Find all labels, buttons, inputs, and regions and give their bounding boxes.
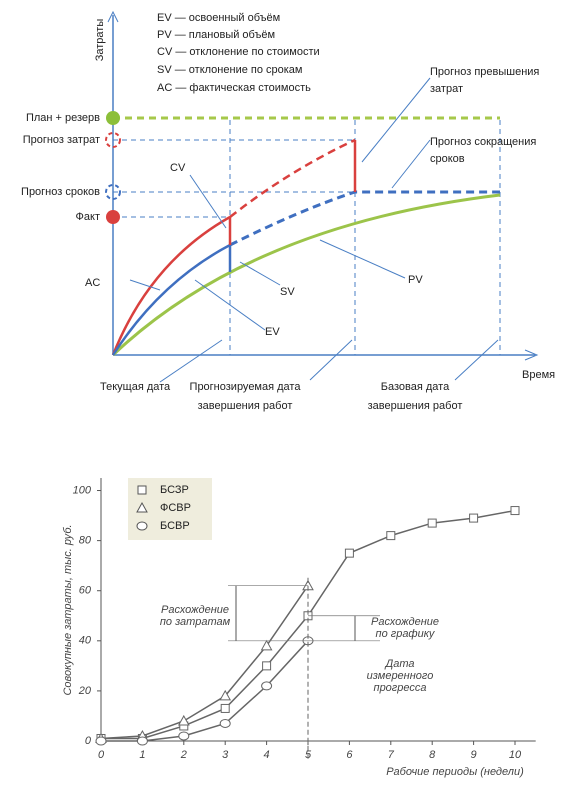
x-axis-label: Рабочие периоды (недели) [386, 766, 524, 778]
annotation: по графику [376, 628, 436, 640]
marker [262, 661, 272, 671]
marker [220, 703, 230, 713]
marker [106, 111, 120, 125]
marker [219, 718, 231, 728]
y-tick-label: 100 [73, 484, 92, 496]
x-tick-label: 1 [139, 749, 145, 761]
annotation: измеренного [367, 670, 434, 682]
level-label: План + резерв [26, 112, 100, 124]
y-tick-label: 80 [79, 535, 92, 547]
marker [260, 639, 273, 651]
legend-text: SV — отклонение по срокам [157, 64, 302, 76]
y-tick-label: 40 [79, 635, 92, 647]
axis-label: Затраты [94, 19, 106, 62]
y-tick-label: 20 [78, 685, 92, 697]
legend-label: ФСВР [160, 502, 191, 514]
x-tick-label: 6 [346, 749, 353, 761]
curve-label: PV [408, 274, 423, 286]
marker [261, 681, 273, 691]
date-label: завершения работ [368, 400, 463, 412]
curve-label: CV [170, 162, 186, 174]
x-tick-label: 4 [264, 749, 270, 761]
x-tick-label: 9 [471, 749, 477, 761]
legend-text: EV — освоенный объём [157, 12, 280, 24]
legend-text: AC — фактическая стоимость [157, 82, 311, 94]
legend-text: PV — плановый объём [157, 29, 275, 41]
y-axis-label: Совокупные затраты, тыс. руб. [62, 524, 74, 695]
x-tick-label: 3 [222, 749, 229, 761]
marker [510, 506, 520, 516]
annotation: Дата [383, 658, 414, 670]
y-tick-label: 60 [79, 585, 92, 597]
ev-curve [111, 243, 231, 356]
date-label: Текущая дата [100, 381, 171, 393]
marker [427, 518, 437, 528]
marker [137, 485, 147, 495]
marker [106, 210, 120, 224]
date-label: завершения работ [198, 400, 293, 412]
marker [136, 501, 148, 513]
marker [469, 513, 479, 523]
callout-text: затрат [430, 83, 463, 95]
marker [386, 531, 396, 541]
diagram: EV — освоенный объём PV — плановый объём… [21, 10, 555, 412]
arrow [107, 10, 119, 23]
series-line [100, 585, 309, 740]
level-label: Прогноз сроков [21, 186, 100, 198]
marker [136, 736, 148, 746]
curve-label: SV [280, 286, 295, 298]
legend-label: БСЗР [160, 484, 189, 496]
marker [95, 736, 107, 746]
curve-label: AC [85, 277, 100, 289]
x-tick-label: 0 [98, 749, 105, 761]
x-tick-label: 8 [429, 749, 436, 761]
marker [219, 689, 232, 701]
annotation: Расхождение [371, 616, 439, 628]
legend-label: БСВР [160, 520, 190, 532]
marker [105, 184, 121, 200]
ac-forecast [229, 138, 356, 218]
x-tick-label: 2 [180, 749, 187, 761]
legend-text: CV — отклонение по стоимости [157, 46, 320, 58]
axis-label: Время [522, 369, 555, 381]
ac-curve [111, 215, 231, 356]
arrow [524, 349, 539, 361]
callout-text: Прогноз превышения [430, 66, 539, 78]
date-label: Базовая дата [381, 381, 450, 393]
line-chart: 020406080100012345678910Совокупные затра… [62, 478, 536, 778]
x-tick-label: 7 [388, 749, 395, 761]
annotation: по затратам [160, 616, 231, 628]
marker [105, 132, 121, 148]
pv-curve [111, 193, 501, 357]
callout [129, 77, 499, 383]
callout-text: сроков [430, 153, 465, 165]
curve-label: EV [265, 326, 280, 338]
annotation: прогресса [374, 682, 427, 694]
y-tick-label: 0 [85, 735, 92, 747]
marker [344, 548, 354, 558]
level-label: Факт [76, 211, 100, 223]
ev-forecast [229, 190, 500, 247]
series-line [101, 640, 309, 742]
level-label: Прогноз затрат [23, 134, 100, 146]
marker [136, 521, 148, 531]
annotation: Расхождение [161, 604, 229, 616]
x-tick-label: 10 [509, 749, 522, 761]
marker [178, 731, 190, 741]
marker [177, 714, 190, 726]
callout-text: Прогноз сокращения [430, 136, 536, 148]
date-label: Прогнозируемая дата [190, 381, 302, 393]
